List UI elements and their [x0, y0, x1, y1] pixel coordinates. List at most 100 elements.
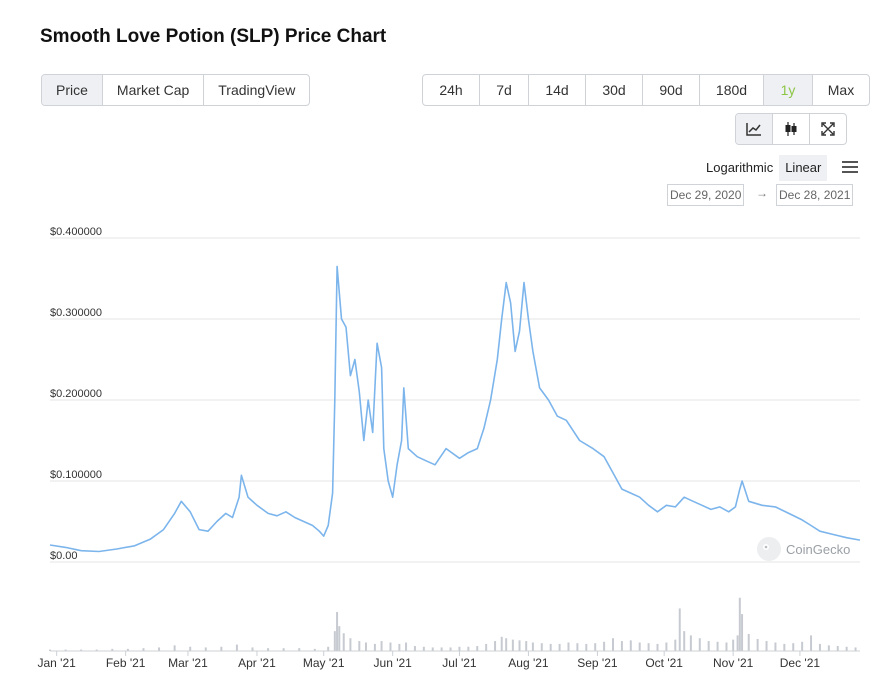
page-title: Smooth Love Potion (SLP) Price Chart [40, 26, 387, 47]
volume-bar [380, 641, 383, 651]
volume-bar [741, 614, 744, 651]
volume-bar [440, 647, 443, 651]
volume-bar [458, 646, 461, 651]
range-180d[interactable]: 180d [700, 75, 764, 105]
volume-bar [405, 642, 408, 651]
volume-bar [827, 645, 830, 651]
y-tick-label: $0.300000 [50, 307, 102, 319]
volume-bar [647, 643, 650, 651]
volume-bar [511, 639, 514, 651]
date-from-input[interactable]: Dec 29, 2020 [667, 184, 745, 206]
watermark-text: CoinGecko [786, 541, 851, 557]
volume-bar [251, 647, 254, 651]
volume-bar [576, 643, 579, 651]
volume-bar [854, 647, 857, 651]
volume-bar [525, 641, 528, 651]
y-tick-label: $0.100000 [50, 469, 102, 481]
volume-bar [338, 626, 341, 651]
volume-bar [801, 641, 804, 651]
volume-bar [611, 638, 614, 651]
volume-bar [80, 649, 83, 651]
range-max[interactable]: Max [827, 82, 855, 98]
volume-bar [364, 642, 367, 651]
volume-bar [189, 646, 192, 651]
range-14d[interactable]: 14d [529, 75, 586, 105]
volume-bar [845, 646, 848, 651]
x-tick-label: Jun '21 [374, 656, 413, 670]
x-tick-label: Dec '21 [780, 656, 821, 670]
volume-bar [64, 649, 67, 651]
x-tick-label: Jan '21 [38, 656, 77, 670]
volume-bar [398, 643, 401, 651]
volume-bar [476, 646, 479, 651]
volume-bar [567, 642, 570, 651]
volume-bar [494, 641, 497, 651]
x-tick-label: Jul '21 [442, 656, 477, 670]
volume-bar [810, 635, 813, 651]
volume-bar [765, 641, 768, 651]
volume-bar [558, 643, 561, 651]
volume-bar [629, 640, 632, 651]
range-1y[interactable]: 1y [764, 75, 813, 105]
volume-bar [683, 631, 686, 651]
volume-bar [774, 642, 777, 651]
fullscreen-button[interactable] [810, 114, 846, 144]
x-tick-label: Apr '21 [238, 656, 276, 670]
volume-bar [603, 641, 606, 651]
chart-type-tabs: Price Market Cap TradingView [41, 74, 311, 106]
volume-bar [698, 638, 701, 651]
volume-bar [298, 648, 301, 651]
x-tick-label: Sep '21 [577, 656, 618, 670]
volume-bar [540, 643, 543, 651]
x-tick-label: May '21 [303, 656, 345, 670]
scale-linear[interactable]: Linear [779, 155, 828, 181]
volume-bar [638, 642, 641, 651]
volume-bar [620, 641, 623, 651]
volume-bar [49, 649, 51, 651]
date-to-input[interactable]: Dec 28, 2021 [776, 184, 854, 206]
volume-bar [282, 648, 285, 651]
range-90d[interactable]: 90d [643, 75, 700, 105]
volume-bar [158, 647, 161, 651]
gecko-logo-icon [757, 537, 781, 561]
volume-bar [235, 644, 238, 651]
volume-bar [500, 636, 503, 651]
volume-bar [349, 638, 352, 651]
volume-bar [665, 642, 668, 651]
volume-bar [505, 638, 508, 651]
range-7d[interactable]: 7d [480, 75, 529, 105]
volume-bar [732, 639, 735, 651]
volume-bar [422, 646, 425, 651]
x-tick-label: Nov '21 [713, 656, 754, 670]
volume-bar [485, 643, 488, 651]
y-tick-label: $0.200000 [50, 388, 102, 400]
line-chart-button[interactable] [736, 114, 773, 144]
coingecko-watermark: CoinGecko [756, 536, 850, 562]
volume-bar [413, 646, 416, 651]
volume-bar [173, 645, 176, 651]
volume-bar [738, 597, 741, 651]
range-24h[interactable]: 24h [423, 75, 480, 105]
volume-bar [336, 611, 339, 651]
tab-market-cap[interactable]: Market Cap [103, 75, 205, 105]
tab-price[interactable]: Price [42, 75, 103, 105]
range-30d[interactable]: 30d [586, 75, 643, 105]
volume-bar [142, 648, 145, 651]
tab-tradingview[interactable]: TradingView [218, 82, 296, 98]
candlestick-button[interactable] [773, 114, 810, 144]
volume-bar [674, 639, 677, 651]
volume-bar [358, 641, 361, 651]
volume-bar [449, 647, 452, 651]
line-chart-icon [746, 123, 761, 136]
volume-bar [373, 643, 376, 651]
volume-bar [783, 643, 786, 651]
volume-bar [792, 643, 795, 651]
volume-bar [656, 643, 659, 651]
y-tick-label: $0.400000 [50, 226, 102, 238]
hamburger-menu-icon[interactable] [842, 160, 858, 178]
scale-logarithmic[interactable]: Logarithmic [706, 160, 774, 175]
volume-bar [333, 631, 336, 651]
time-range-tabs: 24h 7d 14d 30d 90d 180d 1y Max [422, 74, 870, 106]
volume-bar [585, 643, 588, 651]
